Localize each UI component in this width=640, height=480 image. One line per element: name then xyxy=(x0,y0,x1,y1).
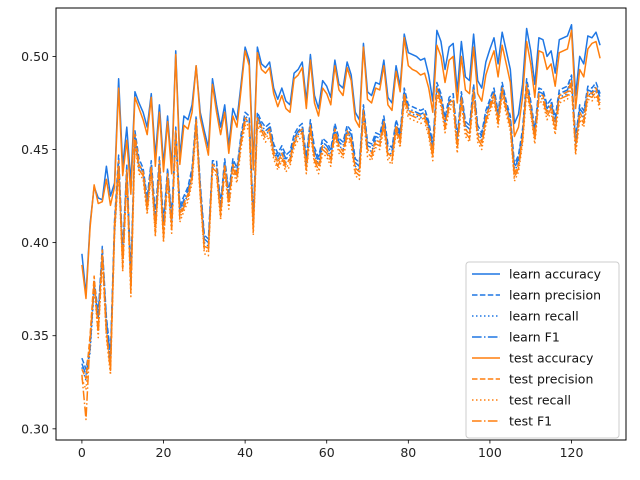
legend-box xyxy=(465,261,620,439)
x-tick-label: 0 xyxy=(78,445,86,460)
legend-label: learn precision xyxy=(509,288,601,303)
x-tick-label: 40 xyxy=(237,445,253,460)
x-tick-label: 120 xyxy=(560,445,584,460)
y-tick-label: 0.35 xyxy=(21,328,49,343)
legend-label: test precision xyxy=(509,372,593,387)
legend-label: learn F1 xyxy=(509,330,560,345)
y-tick-label: 0.45 xyxy=(21,142,49,157)
axes-frame xyxy=(55,7,627,441)
series-line-test-accuracy xyxy=(81,29,601,300)
series-layer xyxy=(81,24,601,421)
legend-label: learn recall xyxy=(509,309,579,324)
legend-label: test F1 xyxy=(509,414,552,429)
y-tick-label: 0.30 xyxy=(21,421,49,436)
legend-label: test accuracy xyxy=(509,351,594,366)
legend-label: test recall xyxy=(509,393,571,408)
x-tick-label: 80 xyxy=(400,445,416,460)
x-axis: 0 20 40 60 80 100 120 xyxy=(78,440,584,460)
x-tick-label: 20 xyxy=(156,445,172,460)
x-tick-label: 100 xyxy=(478,445,502,460)
series-line-test-f1 xyxy=(81,83,601,421)
y-axis: 0.30 0.35 0.40 0.45 0.50 xyxy=(21,49,56,436)
x-tick-label: 60 xyxy=(319,445,335,460)
legend: learn accuracy learn precision learn recal… xyxy=(465,261,620,439)
y-tick-label: 0.50 xyxy=(21,49,49,64)
legend-label: learn accuracy xyxy=(509,267,602,282)
y-tick-label: 0.40 xyxy=(21,235,49,250)
